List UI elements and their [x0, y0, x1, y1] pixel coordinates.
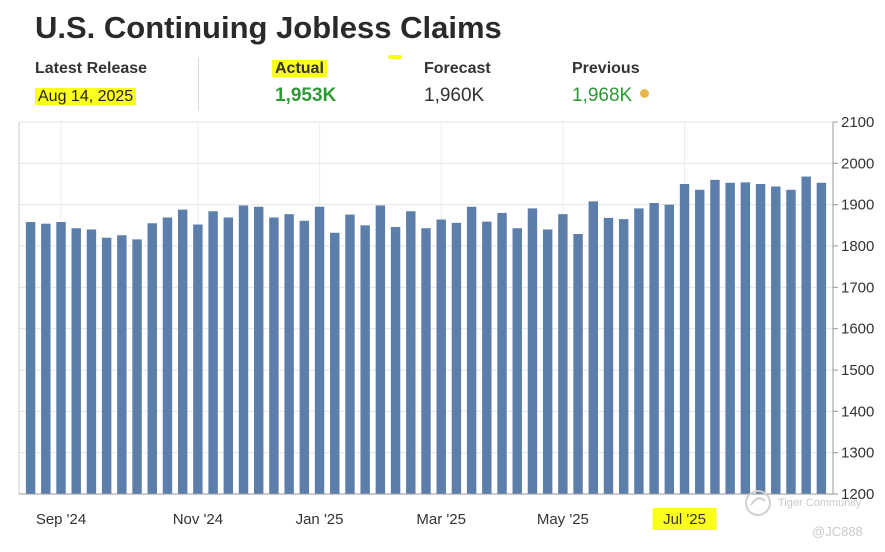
bar[interactable] — [314, 206, 325, 494]
bar[interactable] — [390, 226, 401, 494]
previous-value: 1,968K — [572, 85, 633, 106]
latest-release-stat: Latest Release Aug 14, 2025 — [35, 60, 147, 106]
bar[interactable] — [725, 182, 735, 494]
bar[interactable] — [816, 182, 827, 494]
actual-label-text: Actual — [272, 60, 327, 77]
bar[interactable] — [451, 222, 462, 494]
latest-release-label: Latest Release — [35, 60, 148, 77]
bar[interactable] — [117, 235, 127, 494]
bar[interactable] — [649, 203, 659, 494]
bar[interactable] — [41, 223, 51, 494]
previous-stat: Previous 1,968K — [572, 60, 650, 107]
latest-release-value: Aug 14, 2025 — [35, 88, 147, 106]
bar-chart: 1200 1300 1400 1500 1600 1700 1800 1900 2000 2100… — [18, 114, 874, 530]
x-tick-label: May '25 — [537, 511, 589, 528]
watermark-user: @JC888 — [812, 524, 863, 539]
y-axis-ticks: 1200 1300 1400 1500 1600 1700 1800 1900 2000 2100 — [833, 114, 874, 503]
y-tick-label: 2100 — [841, 114, 874, 131]
y-tick-label: 2000 — [841, 155, 874, 172]
bar[interactable] — [360, 225, 370, 494]
bar[interactable] — [299, 220, 310, 494]
x-tick-label: Mar '25 — [416, 511, 466, 528]
bar[interactable] — [86, 229, 97, 494]
bar[interactable] — [375, 205, 386, 494]
actual-label: Actual — [272, 60, 336, 78]
bars — [25, 176, 827, 495]
y-tick-label: 1300 — [841, 445, 874, 462]
bar[interactable] — [755, 184, 766, 494]
bar[interactable] — [238, 205, 249, 494]
bar[interactable] — [634, 208, 644, 494]
bar[interactable] — [406, 211, 416, 494]
bar[interactable] — [618, 219, 629, 494]
y-tick-label: 1800 — [841, 238, 874, 255]
y-tick-label: 1200 — [841, 486, 874, 503]
bar[interactable] — [801, 176, 811, 494]
y-tick-label: 1700 — [841, 279, 874, 296]
forecast-value: 1,960K — [424, 85, 485, 106]
forecast-label: Forecast — [424, 60, 491, 77]
x-axis-ticks: Sep '24 Nov '24 Jan '25 Mar '25 May '25 Jul '… — [36, 508, 717, 530]
bar[interactable] — [193, 224, 203, 495]
bar[interactable] — [101, 237, 112, 494]
latest-release-date: Aug 14, 2025 — [35, 88, 137, 105]
bar[interactable] — [740, 182, 751, 494]
bar[interactable] — [482, 221, 492, 494]
bar[interactable] — [345, 214, 355, 494]
bar[interactable] — [71, 228, 81, 494]
bar[interactable] — [254, 206, 264, 494]
bar[interactable] — [603, 217, 614, 494]
actual-value: 1,953K — [275, 85, 337, 106]
previous-value-row: 1,968K — [572, 85, 650, 107]
x-label-highlight — [652, 508, 717, 530]
bar[interactable] — [208, 211, 218, 494]
bar[interactable] — [147, 223, 157, 494]
stats-divider — [198, 58, 199, 110]
bar[interactable] — [223, 217, 234, 494]
x-tick-label: Jul '25 — [663, 511, 706, 528]
bar[interactable] — [542, 229, 553, 494]
page-title: U.S. Continuing Jobless Claims — [35, 10, 502, 45]
bar[interactable] — [330, 232, 340, 495]
axes — [18, 122, 834, 495]
tiger-logo-icon — [745, 490, 771, 516]
bar[interactable] — [497, 212, 507, 494]
bar[interactable] — [284, 214, 294, 494]
y-tick-label: 1400 — [841, 403, 874, 420]
x-tick-label: Sep '24 — [36, 511, 86, 528]
y-tick-label: 1500 — [841, 362, 874, 379]
x-tick-label: Nov '24 — [173, 511, 223, 528]
bar[interactable] — [679, 184, 690, 494]
highlight-mark — [388, 55, 402, 59]
bar[interactable] — [25, 222, 36, 494]
watermark-logo — [743, 488, 773, 523]
bar[interactable] — [573, 234, 583, 494]
y-tick-label: 1900 — [841, 197, 874, 214]
bar[interactable] — [466, 206, 477, 494]
watermark-brand: Tiger Community — [778, 497, 862, 509]
previous-label: Previous — [572, 60, 640, 77]
bar[interactable] — [710, 179, 720, 494]
bar[interactable] — [421, 228, 431, 494]
previous-indicator-dot — [640, 89, 650, 99]
forecast-stat: Forecast 1,960K — [424, 60, 491, 107]
bar[interactable] — [177, 209, 188, 495]
bar[interactable] — [527, 208, 538, 494]
bar[interactable] — [558, 214, 568, 494]
bar[interactable] — [786, 189, 796, 494]
bar[interactable] — [269, 217, 279, 494]
bar[interactable] — [588, 201, 598, 495]
bar[interactable] — [436, 219, 446, 494]
bar[interactable] — [664, 204, 675, 494]
bar[interactable] — [771, 186, 781, 494]
bar[interactable] — [56, 222, 66, 494]
bar[interactable] — [512, 228, 522, 494]
actual-stat: Actual 1,953K — [272, 60, 336, 107]
bar[interactable] — [162, 217, 173, 494]
x-tick-label: Jan '25 — [296, 511, 344, 528]
y-tick-label: 1600 — [841, 321, 874, 338]
bar[interactable] — [695, 189, 705, 494]
bar[interactable] — [132, 239, 142, 494]
